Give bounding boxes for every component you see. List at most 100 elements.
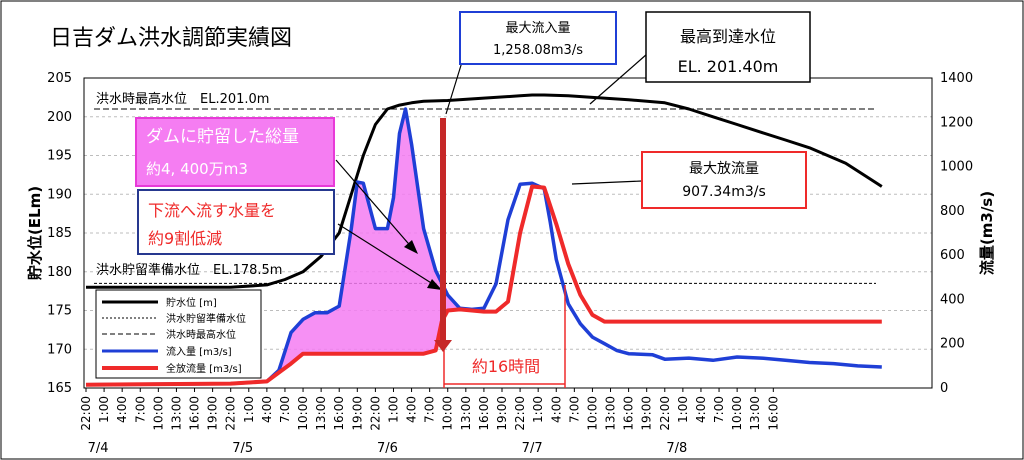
x-hour-ticks: 22:00 1:00 4:00 7:00 10:00 13:00 16:00 19:00 22:… (79, 388, 780, 431)
x-hour-label: 19:00 (206, 396, 220, 431)
duration-bracket: 約16時間 (443, 285, 566, 388)
x-hour-label: 1:00 (386, 396, 400, 423)
callout-max-outflow-value: 907.34m3/s (682, 184, 766, 200)
right-axis-title: 流量(m3/s) (978, 191, 996, 275)
date-label: 7/4 (88, 441, 109, 456)
x-hour-label: 7:00 (278, 396, 292, 423)
date-label: 7/6 (377, 441, 398, 456)
right-tick-label: 800 (940, 204, 965, 219)
x-hour-label: 1:00 (531, 396, 545, 423)
reduction-arrow (434, 118, 452, 352)
left-tick-label: 195 (47, 149, 72, 164)
left-tick-label: 175 (47, 304, 72, 319)
left-tick-label: 190 (47, 187, 72, 202)
outflow-line (85, 184, 882, 387)
duration-label: 約16時間 (472, 357, 540, 376)
x-hour-label: 16:00 (332, 396, 346, 431)
series-layer (85, 93, 883, 387)
left-axis-ticks: 165 170 175 180 185 190 195 200 205 (47, 71, 72, 396)
date-label: 7/8 (666, 441, 687, 456)
right-tick-label: 0 (940, 381, 948, 396)
x-hour-label: 13:00 (459, 396, 473, 431)
water-level-line (86, 93, 883, 289)
x-hour-label: 19:00 (350, 396, 364, 431)
x-hour-label: 10:00 (441, 396, 455, 431)
callout-max-inflow-title: 最大流入量 (505, 21, 570, 36)
x-hour-label: 4:00 (694, 396, 708, 423)
callout-stored-title: ダムに貯留した総量 (146, 127, 299, 147)
left-tick-label: 170 (47, 342, 72, 357)
x-hour-label: 19:00 (495, 396, 509, 431)
left-tick-label: 180 (47, 265, 72, 280)
x-hour-label: 10:00 (296, 396, 310, 431)
inflow-line (85, 107, 882, 387)
callout-reduction-title: 下流へ流す水量を (148, 201, 276, 220)
x-hour-label: 10:00 (151, 396, 165, 431)
x-hour-label: 7:00 (133, 396, 147, 423)
x-hour-label: 7:00 (567, 396, 581, 423)
x-hour-label: 10:00 (585, 396, 599, 431)
callout-max-inflow-value: 1,258.08m3/s (493, 43, 583, 58)
callout-max-level-value: EL. 201.40m (678, 57, 779, 76)
ref-high-label: 洪水時最高水位 EL.201.0m (96, 91, 269, 107)
reference-lines (94, 108, 876, 284)
right-tick-label: 600 (940, 248, 965, 263)
plot-area (83, 77, 933, 389)
x-hour-label: 4:00 (115, 396, 129, 423)
legend-label-level: 貯水位 [m] (166, 296, 217, 309)
x-hour-label: 19:00 (640, 396, 654, 431)
x-hour-label: 7:00 (423, 396, 437, 423)
x-hour-label: 13:00 (169, 396, 183, 431)
left-tick-label: 165 (47, 381, 72, 396)
legend-label-high: 洪水時最高水位 (166, 328, 236, 341)
x-hour-label: 10:00 (730, 396, 744, 431)
x-hour-label: 1:00 (676, 396, 690, 423)
x-hour-label: 22:00 (79, 396, 93, 431)
left-tick-label: 185 (47, 226, 72, 241)
x-hour-label: 4:00 (549, 396, 563, 423)
x-hour-label: 1:00 (242, 396, 256, 423)
callout-max-outflow-title: 最大放流量 (689, 161, 759, 177)
legend: 貯水位 [m] 洪水貯留準備水位 洪水時最高水位 流入量 [m3/s] 全放流量… (95, 289, 262, 379)
callout-max-level: 最高到達水位 EL. 201.40m (645, 11, 811, 83)
x-hour-label: 22:00 (224, 396, 238, 431)
x-hour-label: 16:00 (477, 396, 491, 431)
x-hour-label: 1:00 (97, 396, 111, 423)
x-hour-label: 22:00 (513, 396, 527, 431)
right-tick-label: 1000 (940, 160, 973, 175)
callout-reduction-value: 約9割低減 (148, 229, 222, 248)
x-hour-label: 13:00 (604, 396, 618, 431)
callout-reduction: 下流へ流す水量を 約9割低減 (137, 189, 335, 255)
x-hour-label: 4:00 (405, 396, 419, 423)
x-hour-label: 13:00 (314, 396, 328, 431)
x-hour-label: 16:00 (622, 396, 636, 431)
callout-stored-volume: ダムに貯留した総量 約4, 400万m3 (135, 117, 335, 187)
x-hour-label: 22:00 (658, 396, 672, 431)
x-hour-label: 7:00 (712, 396, 726, 423)
leader-lines (335, 53, 648, 290)
right-axis-ticks: 0 200 400 600 800 1000 1200 1400 (940, 71, 973, 396)
legend-label-outflow: 全放流量 [m3/s] (166, 362, 242, 375)
left-tick-label: 205 (47, 71, 72, 86)
x-hour-label: 16:00 (766, 396, 780, 431)
x-hour-label: 13:00 (748, 396, 762, 431)
date-label: 7/5 (232, 441, 253, 456)
callout-max-outflow: 最大放流量 907.34m3/s (641, 151, 807, 209)
right-tick-label: 200 (940, 337, 965, 352)
right-tick-label: 1400 (940, 71, 973, 86)
right-tick-label: 1200 (940, 115, 973, 130)
legend-box (95, 289, 262, 379)
date-label: 7/7 (522, 441, 543, 456)
chart-title: 日吉ダム洪水調節実績図 (50, 26, 292, 51)
left-axis-title: 貯水位(ELm) (26, 186, 44, 280)
x-date-labels: 7/4 7/5 7/6 7/7 7/8 (88, 441, 688, 456)
x-hour-label: 22:00 (368, 396, 382, 431)
legend-label-prep: 洪水貯留準備水位 (166, 312, 246, 325)
left-tick-label: 200 (47, 110, 72, 125)
callout-max-inflow: 最大流入量 1,258.08m3/s (459, 11, 617, 65)
legend-label-inflow: 流入量 [m3/s] (166, 345, 232, 358)
x-hour-label: 4:00 (260, 396, 274, 423)
ref-prep-label: 洪水貯留準備水位 EL.178.5m (96, 262, 282, 278)
callout-max-level-title: 最高到達水位 (680, 27, 776, 46)
